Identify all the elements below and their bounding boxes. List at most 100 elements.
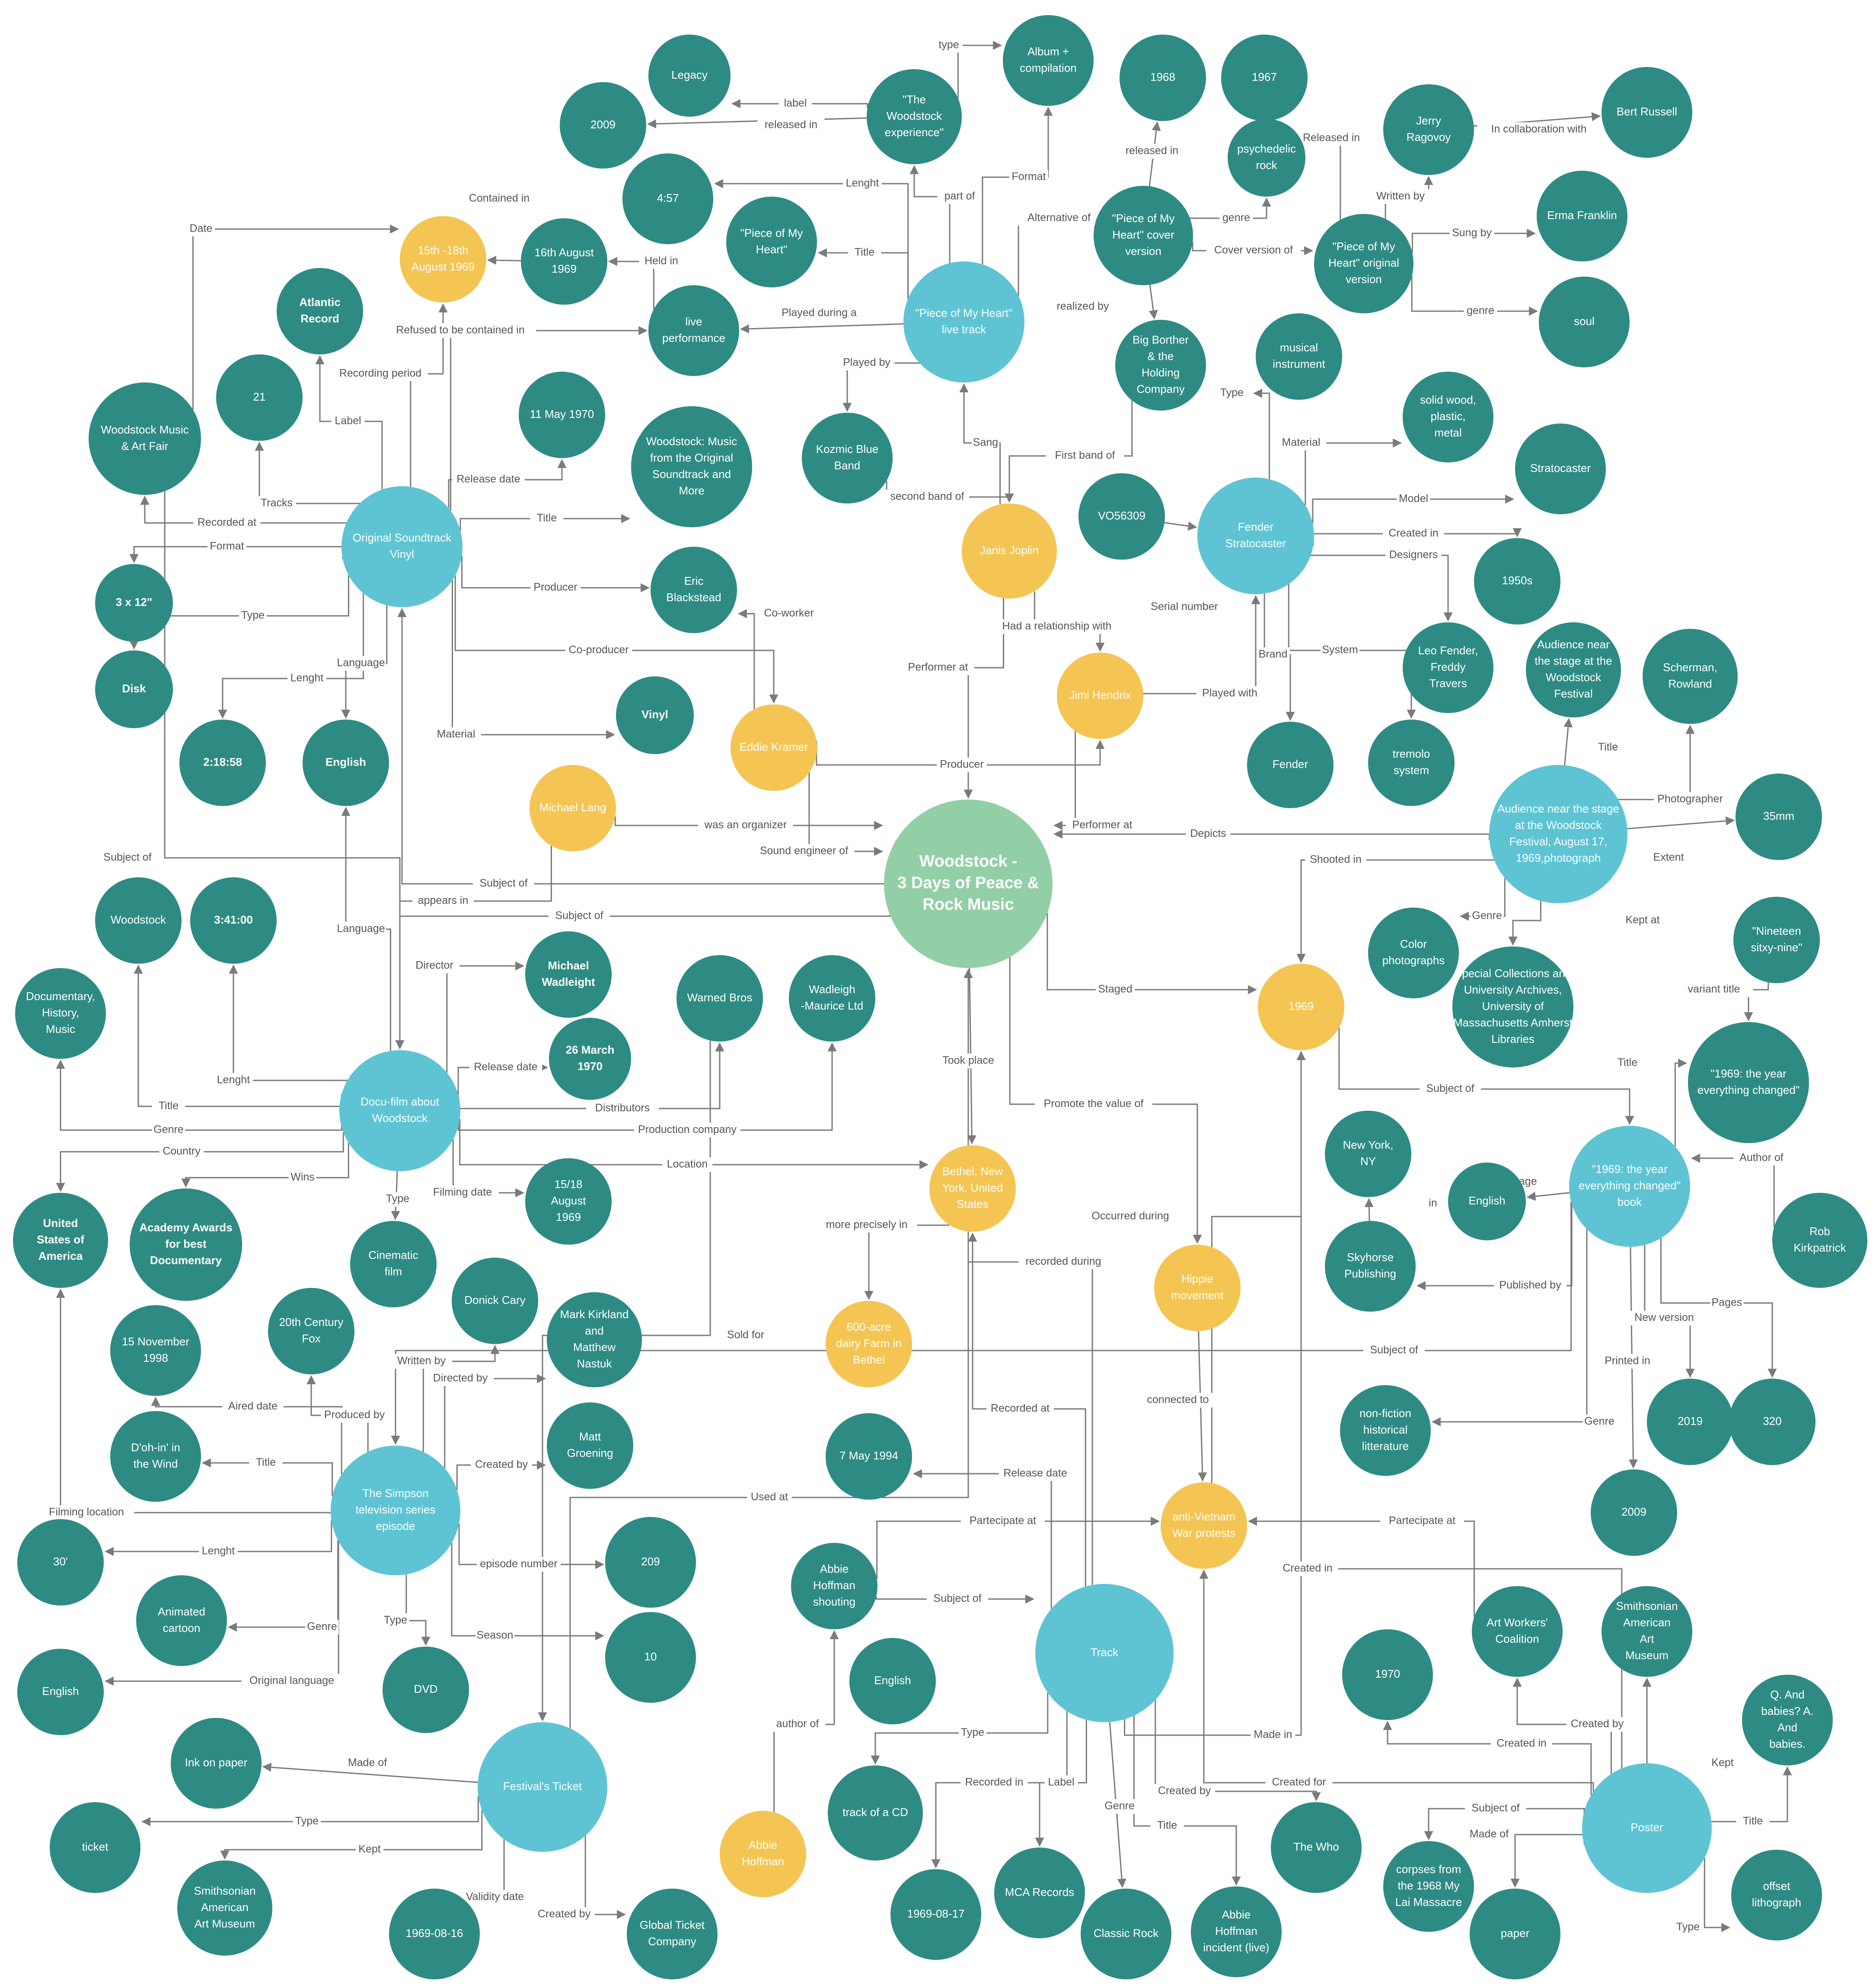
node-circle[interactable] bbox=[929, 1145, 1016, 1232]
node-circle[interactable] bbox=[277, 268, 363, 354]
node-circle[interactable] bbox=[1537, 171, 1627, 261]
node-circle[interactable] bbox=[1383, 84, 1474, 175]
node-trackcd[interactable]: track of a CD bbox=[828, 1765, 923, 1861]
node-circle[interactable] bbox=[130, 1188, 242, 1301]
node-circle[interactable] bbox=[826, 1413, 912, 1500]
node-circle[interactable] bbox=[1731, 1850, 1822, 1940]
node-usa[interactable]: United States of America bbox=[13, 1193, 108, 1288]
node-circle[interactable] bbox=[962, 503, 1057, 599]
node-circle[interactable] bbox=[95, 650, 173, 728]
node-track_live[interactable]: "Piece of My Heart" live track bbox=[903, 261, 1024, 382]
node-wadleigh[interactable]: Michael Wadleight bbox=[525, 931, 612, 1018]
node-newyork[interactable]: New York, NY bbox=[1325, 1111, 1411, 1197]
node-circle[interactable] bbox=[1539, 277, 1630, 367]
node-circle[interactable] bbox=[884, 800, 1053, 968]
node-circle[interactable] bbox=[478, 1722, 607, 1852]
node-circle[interactable] bbox=[136, 1575, 227, 1666]
node-abbieincident[interactable]: Abbie Hoffman incident (live) bbox=[1191, 1886, 1282, 1977]
node-circle[interactable] bbox=[1736, 774, 1822, 860]
node-circle[interactable] bbox=[15, 968, 106, 1059]
node-circle[interactable] bbox=[1403, 372, 1493, 462]
node-circle[interactable] bbox=[341, 486, 463, 607]
node-circle[interactable] bbox=[1221, 35, 1308, 121]
node-circle[interactable] bbox=[383, 1647, 469, 1733]
node-circle[interactable] bbox=[1368, 908, 1459, 998]
node-cinematic[interactable]: Cinematic film bbox=[350, 1221, 437, 1307]
node-circle[interactable] bbox=[1003, 15, 1094, 106]
node-circle[interactable] bbox=[1078, 473, 1165, 560]
node-circle[interactable] bbox=[1729, 1379, 1815, 1465]
node-circle[interactable] bbox=[179, 720, 266, 806]
node-english3[interactable]: English bbox=[17, 1649, 104, 1735]
node-n10[interactable]: 10 bbox=[605, 1612, 696, 1703]
node-circle[interactable] bbox=[1258, 964, 1344, 1050]
node-solidwood[interactable]: solid wood, plastic, metal bbox=[1403, 372, 1493, 462]
node-circle[interactable] bbox=[339, 1050, 460, 1171]
node-bigbrother[interactable]: Big Borther & the Holding Company bbox=[1115, 320, 1206, 411]
node-disk[interactable]: Disk bbox=[95, 650, 173, 728]
node-artworkers[interactable]: Art Workers' Coalition bbox=[1472, 1586, 1563, 1677]
node-circle[interactable] bbox=[720, 1811, 806, 1897]
node-n1968[interactable]: 1968 bbox=[1120, 35, 1206, 121]
node-erma[interactable]: Erma Franklin bbox=[1537, 171, 1627, 261]
node-circle[interactable] bbox=[303, 720, 389, 806]
node-pomh_title[interactable]: "Piece of My Heart" bbox=[726, 197, 817, 287]
node-circle[interactable] bbox=[389, 1889, 480, 1979]
node-ticket[interactable]: Festival's Ticket bbox=[478, 1722, 607, 1852]
node-nonfiction[interactable]: non-fiction historical litterature bbox=[1340, 1385, 1431, 1476]
node-n2009b[interactable]: 2009 bbox=[1591, 1469, 1677, 1556]
node-circle[interactable] bbox=[1247, 722, 1334, 808]
node-circle[interactable] bbox=[1340, 1385, 1431, 1476]
node-n1950s[interactable]: 1950s bbox=[1474, 538, 1560, 624]
node-special[interactable]: Special Collections and University Archiv… bbox=[1452, 946, 1573, 1067]
node-circle[interactable] bbox=[1526, 622, 1621, 717]
node-vo[interactable]: VO56309 bbox=[1078, 473, 1165, 560]
node-circle[interactable] bbox=[547, 1292, 642, 1387]
node-eddie[interactable]: Eddie Kramer bbox=[731, 704, 817, 791]
node-circle[interactable] bbox=[350, 1221, 437, 1307]
node-thewho[interactable]: The Who bbox=[1271, 1802, 1362, 1893]
node-qbabies[interactable]: Q. And babies? A. And babies. bbox=[1742, 1675, 1833, 1765]
node-circle[interactable] bbox=[95, 877, 182, 964]
node-fender[interactable]: Fender Stratocaster bbox=[1197, 478, 1314, 594]
node-eric[interactable]: Eric Blackstead bbox=[651, 547, 737, 633]
node-circle[interactable] bbox=[605, 1612, 696, 1703]
node-circle[interactable] bbox=[726, 197, 817, 287]
node-n21[interactable]: 21 bbox=[216, 354, 303, 441]
node-circle[interactable] bbox=[400, 216, 486, 303]
node-circle[interactable] bbox=[1383, 1841, 1474, 1932]
node-yearchanged[interactable]: "1969: the year everything changed" bbox=[1688, 1022, 1809, 1143]
node-circle[interactable] bbox=[50, 1802, 140, 1893]
node-circle[interactable] bbox=[519, 372, 605, 458]
node-hippie[interactable]: Hippie movement bbox=[1154, 1245, 1241, 1331]
node-docu[interactable]: Docu-film about Woodstock bbox=[339, 1050, 460, 1171]
node-circle[interactable] bbox=[731, 704, 817, 791]
node-paper[interactable]: paper bbox=[1470, 1889, 1560, 1979]
node-mca[interactable]: MCA Records bbox=[994, 1848, 1085, 1938]
node-dvd[interactable]: DVD bbox=[383, 1647, 469, 1733]
node-inkpaper[interactable]: Ink on paper bbox=[171, 1718, 262, 1809]
node-tremolo[interactable]: tremolo system bbox=[1368, 720, 1455, 806]
node-circle[interactable] bbox=[1470, 1889, 1560, 1979]
node-aug16[interactable]: 16th August 1969 bbox=[521, 218, 607, 305]
node-circle[interactable] bbox=[268, 1288, 354, 1374]
node-circle[interactable] bbox=[560, 82, 646, 169]
node-circle[interactable] bbox=[1161, 1482, 1247, 1569]
node-cover[interactable]: "Piece of My Heart" cover version bbox=[1094, 186, 1193, 285]
node-audtitle[interactable]: Audience near the stage at the Woodstock Fe… bbox=[1526, 622, 1621, 717]
node-circle[interactable] bbox=[802, 413, 893, 503]
node-circle[interactable] bbox=[1582, 1763, 1712, 1893]
node-skyhorse[interactable]: Skyhorse Publishing bbox=[1325, 1221, 1416, 1312]
node-smithsonian2[interactable]: Smithsonian American Art Museum bbox=[177, 1861, 272, 1956]
node-musinstr[interactable]: musical instrument bbox=[1256, 313, 1342, 400]
node-psych[interactable]: psychedelic rock bbox=[1228, 119, 1305, 197]
node-liveperf[interactable]: live performance bbox=[648, 285, 739, 376]
node-filmdate[interactable]: 15/18 August 1969 bbox=[525, 1158, 612, 1245]
node-y1969[interactable]: 1969 bbox=[1258, 964, 1344, 1050]
node-warned[interactable]: Warned Bros bbox=[676, 955, 763, 1042]
node-woodstockfair[interactable]: Woodstock Music & Art Fair bbox=[89, 382, 201, 495]
node-circle[interactable] bbox=[452, 1258, 538, 1344]
node-circle[interactable] bbox=[1314, 214, 1413, 313]
node-fenderbrand[interactable]: Fender bbox=[1247, 722, 1334, 808]
node-circle[interactable] bbox=[651, 547, 737, 633]
